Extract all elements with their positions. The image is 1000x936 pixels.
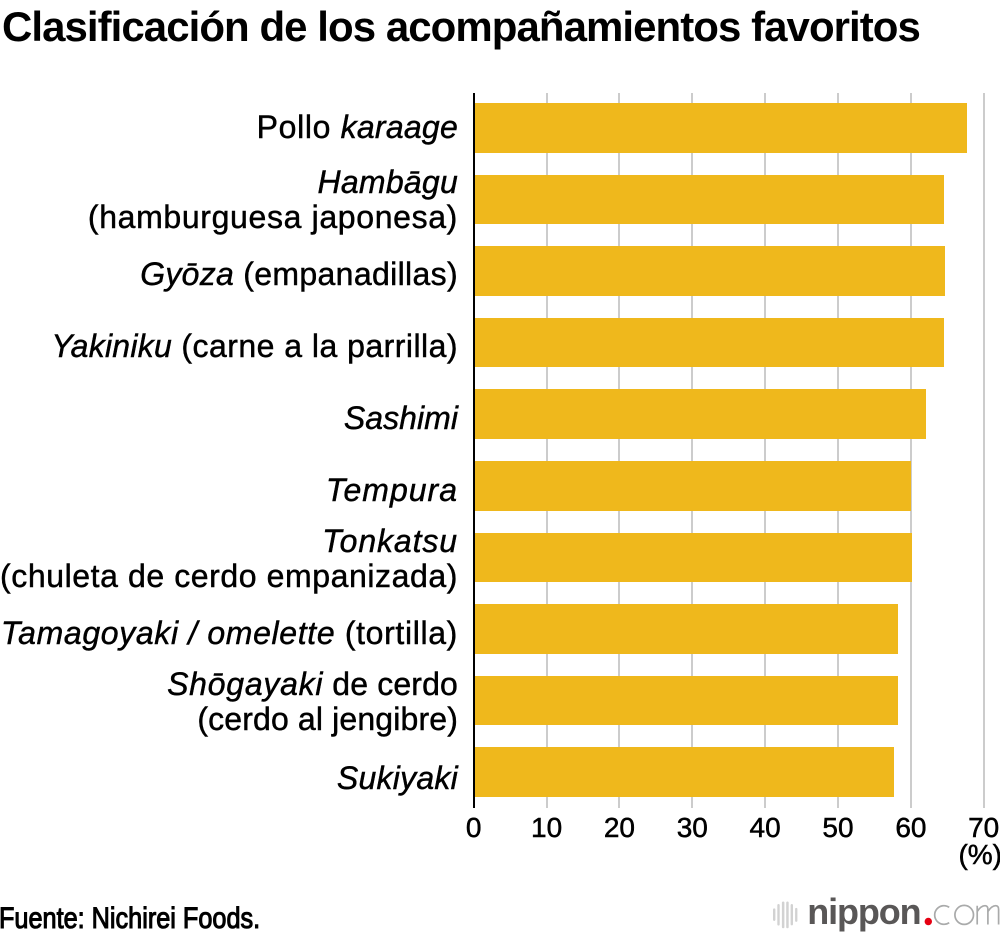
svg-text:nippon: nippon (807, 891, 920, 932)
